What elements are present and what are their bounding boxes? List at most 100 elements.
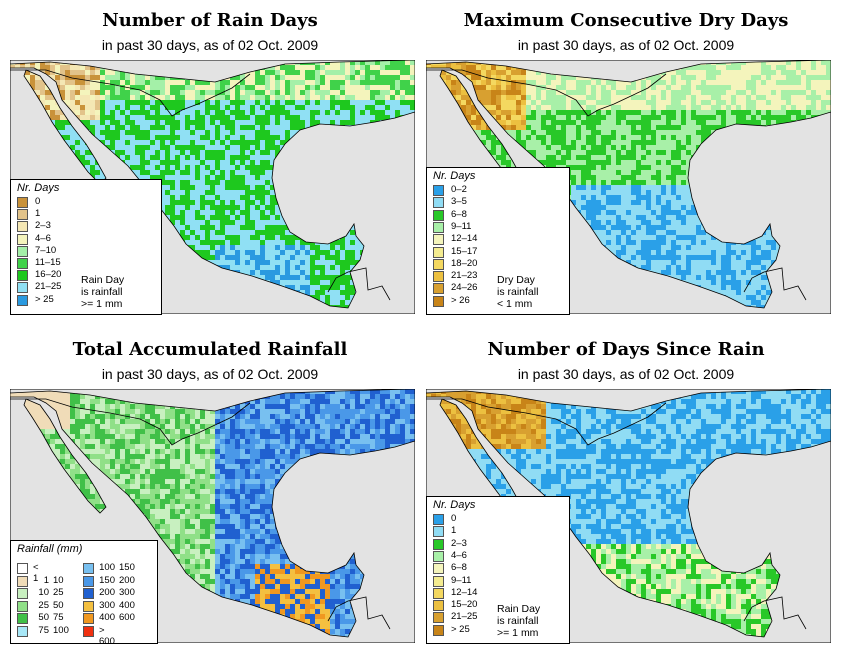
legend-swatch (433, 612, 444, 624)
legend-swatch (433, 271, 444, 283)
panel-title: Total Accumulated Rainfall (72, 339, 348, 360)
legend-swatch (17, 588, 28, 599)
legend-note-line: Rain Day (497, 603, 541, 615)
legend-label: 18–20 (451, 257, 478, 269)
mexico-coastline (10, 60, 415, 309)
legend-swatch (17, 258, 28, 269)
legend-swatch (17, 575, 28, 587)
legend-range-low: 300 (99, 599, 115, 611)
panel-dry-days: Maximum Consecutive Dry Days in past 30 … (416, 0, 836, 329)
legend-range-high: 25 (53, 587, 64, 598)
legend-label: 9–11 (451, 220, 472, 232)
legend-label: > 26 (451, 294, 470, 306)
legend-range-low: 200 (99, 587, 115, 598)
legend-note-line: Rain Day (81, 274, 125, 286)
us-border (10, 398, 251, 446)
legend-label: 4–6 (451, 549, 467, 561)
legend-range-low: > 600 (99, 624, 115, 647)
legend-swatch (433, 197, 444, 209)
legend-range-high: 50 (53, 599, 64, 611)
legend-swatch (17, 245, 28, 257)
legend-swatch (83, 625, 94, 637)
legend-label: 12–14 (451, 233, 478, 245)
legend-note-line: is rainfall (497, 615, 539, 627)
panel-subtitle: in past 30 days, as of 02 Oct. 2009 (517, 366, 735, 382)
legend-label: 15–17 (451, 245, 478, 257)
legend-range-high: 300 (119, 587, 135, 598)
central-america-border (743, 596, 807, 630)
legend-swatch (433, 234, 444, 246)
legend-swatch (433, 587, 444, 599)
legend-range-low: 10 (38, 587, 49, 598)
us-border (426, 398, 667, 446)
legend-label: 15–20 (451, 599, 478, 611)
legend-label: 24–26 (451, 282, 478, 294)
legend-label: 0 (35, 196, 41, 207)
legend-range-high: 100 (53, 624, 69, 636)
legend-label: 9–11 (451, 574, 472, 586)
legend-title: Nr. Days (17, 182, 60, 194)
legend-label: 2–3 (451, 537, 467, 549)
panel-title: Number of Days Since Rain (487, 339, 765, 360)
legend-swatch (17, 209, 28, 221)
legend-range-low: 400 (99, 612, 115, 623)
legend-title: Nr. Days (433, 499, 476, 511)
legend-range-low: 100 (99, 562, 115, 573)
legend-swatch (17, 600, 28, 612)
legend-swatch (433, 221, 444, 233)
panel-subtitle: in past 30 days, as of 02 Oct. 2009 (517, 37, 735, 53)
legend-label: 0–2 (451, 184, 467, 195)
legend-label: 16–20 (35, 269, 62, 281)
legend-range-low: 1 (43, 574, 49, 586)
legend-range-high: 10 (53, 574, 64, 586)
legend-swatch (433, 538, 444, 550)
dry-days-legend: Nr. Days 0–2 3–5 6–8 9–11 12–14 15–17 18–20 21–… (426, 167, 570, 315)
panel-subtitle: in past 30 days, as of 02 Oct. 2009 (101, 37, 319, 53)
legend-label: 11–15 (35, 257, 61, 268)
legend-range-high: 400 (119, 599, 135, 611)
legend-swatch (433, 624, 444, 636)
central-america-border (743, 267, 807, 301)
legend-swatch (17, 625, 28, 637)
legend-range-low: 25 (38, 599, 49, 611)
since-rain-legend: Nr. Days 0 1 2–3 4–6 6–8 9–11 12–14 15–20 21–25 >… (426, 496, 570, 644)
legend-range-low: < 1 (33, 562, 39, 584)
legend-swatch (17, 282, 28, 294)
legend-label: 21–25 (451, 611, 478, 623)
panel-since-rain: Number of Days Since Rain in past 30 day… (416, 329, 836, 658)
panel-title: Number of Rain Days (102, 10, 318, 31)
central-america-border (327, 267, 391, 301)
panel-subtitle: in past 30 days, as of 02 Oct. 2009 (101, 366, 319, 382)
legend-swatch (433, 295, 444, 307)
legend-swatch (17, 563, 28, 574)
panel-rain-days: Number of Rain Days in past 30 days, as … (0, 0, 420, 329)
legend-range-high: 75 (53, 612, 64, 623)
legend-note-line: is rainfall (81, 286, 123, 298)
legend-label: > 25 (451, 623, 470, 635)
legend-range-low: 75 (38, 624, 49, 636)
legend-swatch (17, 233, 28, 245)
panel-rainfall: Total Accumulated Rainfall in past 30 da… (0, 329, 420, 658)
legend-swatch (433, 563, 444, 575)
mexico-coastline (10, 389, 415, 638)
legend-swatch (83, 588, 94, 599)
legend-range-high: 600 (119, 612, 135, 623)
legend-swatch (17, 613, 28, 624)
legend-label: 7–10 (35, 244, 57, 256)
legend-swatch (17, 221, 28, 233)
legend-label: 6–8 (451, 562, 467, 574)
legend-label: 6–8 (451, 208, 467, 220)
legend-label: 21–23 (451, 270, 478, 282)
legend-swatch (433, 209, 444, 221)
us-border (426, 69, 667, 117)
legend-label: 12–14 (451, 586, 478, 598)
mexico-coastline (426, 60, 831, 309)
legend-swatch (433, 185, 444, 196)
central-america-border (327, 596, 391, 630)
legend-range-high: 200 (119, 574, 135, 586)
rainfall-legend: Rainfall (mm) < 1 1 10 10 25 25 50 50 75 75 100 100… (10, 540, 158, 647)
legend-label: > 25 (35, 293, 54, 305)
legend-note: Rain Day is rainfall >= 1 mm (497, 603, 540, 639)
legend-note-line: < 1 mm (497, 298, 533, 310)
legend-range-high: 150 (119, 562, 135, 573)
